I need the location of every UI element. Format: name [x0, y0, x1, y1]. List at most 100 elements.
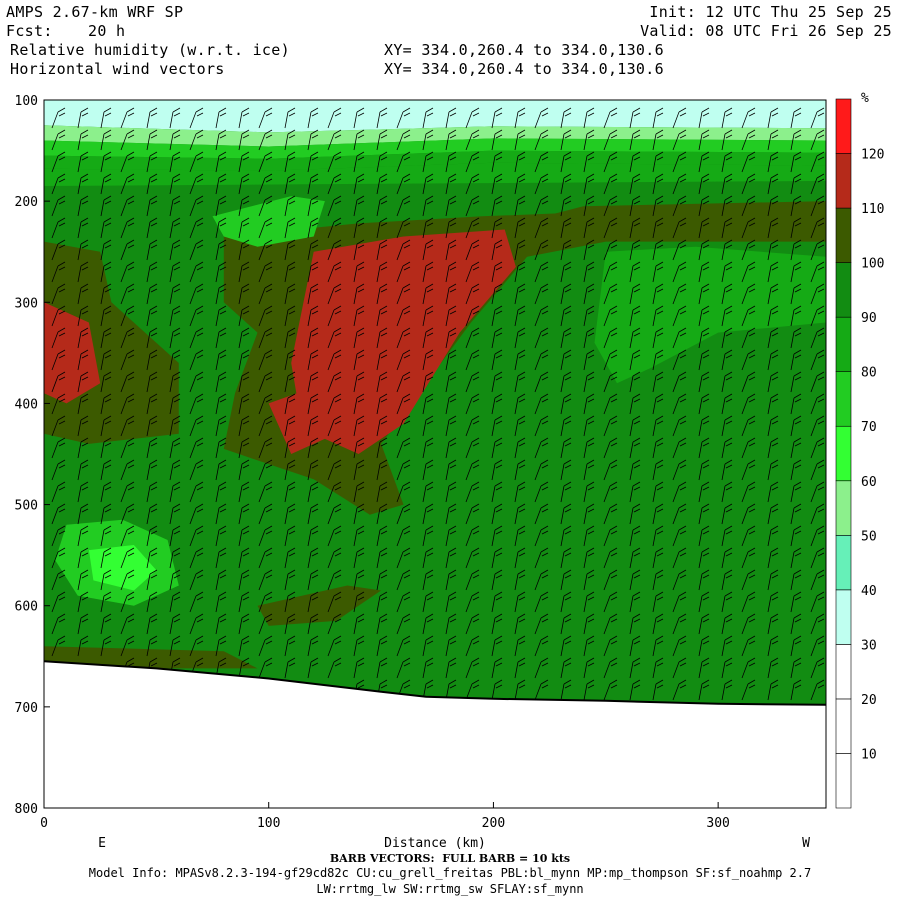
wind-barb-feather	[725, 508, 733, 513]
wind-barb-feather	[264, 327, 273, 333]
wind-barb-feather	[403, 288, 411, 293]
wind-barb-shaft	[534, 309, 542, 327]
wind-barb-shaft	[603, 111, 611, 129]
wind-barb-shaft	[560, 375, 565, 393]
wind-barb-feather	[655, 327, 664, 333]
wind-barb-feather	[218, 327, 227, 333]
wind-barb-feather	[518, 156, 526, 161]
wind-barb-feather	[426, 222, 434, 227]
wind-barb-feather	[218, 283, 227, 289]
wind-barb-feather	[633, 156, 641, 161]
wind-barb-feather	[379, 481, 388, 487]
wind-barb-shaft	[629, 441, 634, 459]
wind-barb-feather	[288, 310, 296, 315]
wind-barb-shaft	[583, 661, 588, 679]
wind-barb-feather	[57, 305, 66, 311]
wind-barb-feather	[426, 530, 434, 535]
wind-barb-feather	[357, 398, 365, 403]
wind-barb-feather	[518, 596, 526, 601]
y-tick-label: 200	[15, 195, 38, 210]
wind-barb-feather	[794, 134, 802, 139]
wind-barb-feather	[310, 481, 319, 487]
wind-barb-shaft	[422, 199, 427, 217]
wind-barb-shaft	[146, 463, 151, 481]
wind-barb-feather	[587, 508, 595, 513]
wind-barb-feather	[702, 354, 710, 359]
wind-barb-feather	[104, 112, 112, 117]
wind-barb-feather	[449, 596, 457, 601]
wind-barb-feather	[380, 134, 388, 139]
wind-barb-shaft	[215, 265, 220, 283]
wind-barb-shaft	[741, 309, 749, 327]
wind-barb-feather	[678, 173, 687, 179]
wind-barb-feather	[517, 657, 526, 663]
y-tick-label: 800	[15, 802, 38, 817]
wind-barb-feather	[472, 640, 480, 645]
wind-barb-feather	[149, 349, 158, 355]
wind-barb-feather	[311, 486, 319, 491]
wind-barb-shaft	[258, 331, 266, 349]
wind-barb-feather	[656, 376, 664, 381]
wind-barb-feather	[80, 591, 89, 597]
wind-barb-shaft	[810, 111, 818, 129]
wind-barb-shaft	[238, 221, 243, 239]
wind-barb-shaft	[445, 287, 450, 305]
wind-barb-feather	[310, 613, 319, 619]
wind-barb-shaft	[238, 485, 243, 503]
wind-barb-feather	[678, 569, 687, 575]
wind-barb-feather	[241, 129, 250, 135]
y-tick-label: 400	[15, 397, 38, 412]
wind-barb-feather	[172, 371, 181, 377]
wind-barb-shaft	[560, 133, 565, 151]
wind-barb-shaft	[396, 287, 404, 305]
wind-barb-shaft	[215, 529, 220, 547]
wind-barb-feather	[426, 464, 434, 469]
wind-barb-shaft	[514, 683, 519, 701]
wind-barb-feather	[449, 486, 457, 491]
wind-barb-feather	[103, 151, 112, 157]
wind-barb-shaft	[721, 221, 726, 239]
wind-barb-feather	[701, 679, 710, 685]
wind-barb-feather	[425, 481, 434, 487]
wind-barb-feather	[793, 635, 802, 641]
wind-barb-feather	[357, 288, 365, 293]
wind-barb-feather	[564, 332, 572, 337]
wind-barb-feather	[426, 684, 434, 689]
wind-barb-feather	[449, 398, 457, 403]
wind-barb-shaft	[307, 353, 312, 371]
wind-barb-feather	[771, 112, 779, 117]
wind-barb-feather	[379, 437, 388, 443]
wind-barb-feather	[356, 503, 365, 509]
wind-barb-feather	[449, 442, 457, 447]
wind-barb-feather	[770, 481, 779, 487]
wind-barb-feather	[219, 420, 227, 425]
wind-barb-shaft	[790, 639, 795, 657]
wind-barb-shaft	[698, 133, 703, 151]
wind-barb-shaft	[672, 265, 680, 283]
wind-barb-feather	[701, 349, 710, 355]
wind-barb-shaft	[169, 617, 174, 635]
wind-barb-feather	[333, 283, 342, 289]
wind-barb-feather	[517, 591, 526, 597]
wind-barb-feather	[57, 371, 66, 377]
wind-barb-feather	[564, 222, 572, 227]
wind-barb-feather	[794, 354, 802, 359]
wind-barb-feather	[678, 657, 687, 663]
wind-barb-shaft	[790, 463, 795, 481]
wind-barb-feather	[748, 376, 756, 381]
wind-barb-shaft	[327, 419, 335, 437]
wind-barb-feather	[541, 178, 549, 183]
wind-barb-feather	[633, 134, 641, 139]
wind-barb-feather	[103, 195, 112, 201]
wind-barb-feather	[425, 371, 434, 377]
wind-barb-feather	[541, 530, 549, 535]
wind-barb-shaft	[672, 221, 680, 239]
wind-barb-shaft	[560, 485, 565, 503]
wind-barb-feather	[104, 288, 112, 293]
wind-barb-feather	[610, 354, 618, 359]
wind-barb-shaft	[215, 309, 220, 327]
wind-barb-feather	[334, 552, 342, 557]
wind-barb-feather	[380, 112, 388, 117]
y-tick-label: 100	[15, 94, 38, 109]
wind-barb-shaft	[307, 595, 312, 613]
